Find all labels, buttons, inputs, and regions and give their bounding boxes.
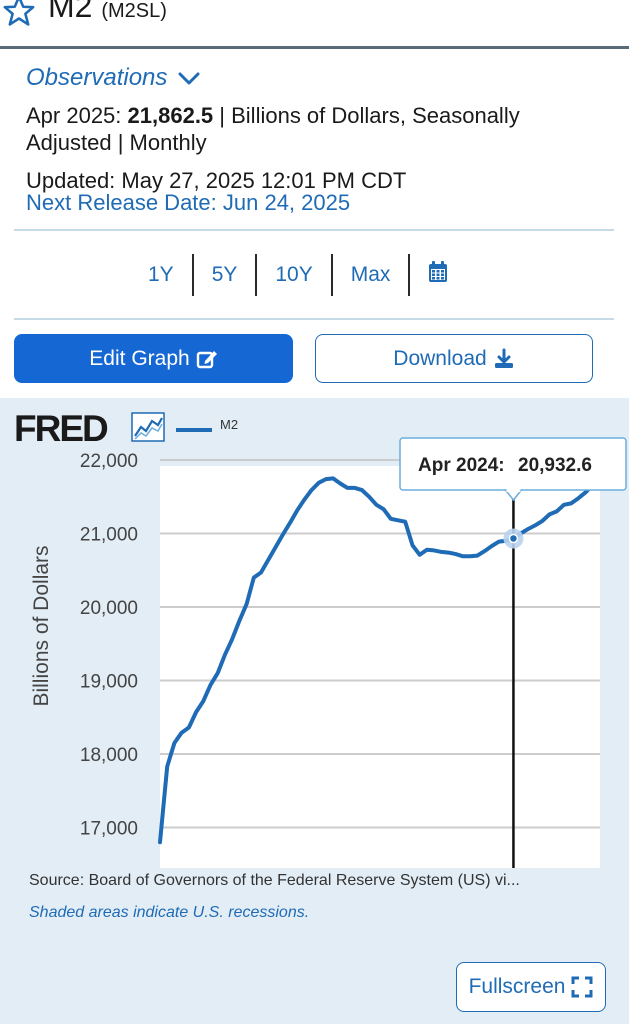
y-tick-label: 18,000 bbox=[80, 745, 138, 766]
divider bbox=[14, 229, 614, 231]
line-chart[interactable]: 22,000 21,000 20,000 19,000 18,000 17,000 Bill… bbox=[0, 398, 629, 878]
tooltip-label: Apr 2024: bbox=[418, 455, 505, 476]
observation-value: 21,862.5 bbox=[127, 103, 214, 128]
edit-graph-label: Edit Graph bbox=[89, 346, 190, 370]
y-axis-label: Billions of Dollars bbox=[30, 545, 53, 706]
range-1y-button[interactable]: 1Y bbox=[148, 263, 174, 286]
y-tick-label: 19,000 bbox=[80, 672, 138, 693]
next-release-link[interactable]: Next Release Date: Jun 24, 2025 bbox=[26, 190, 351, 215]
fred-logo: FRED bbox=[14, 408, 109, 449]
fullscreen-button[interactable]: Fullscreen bbox=[456, 962, 606, 1012]
tooltip-value: 20,932.6 bbox=[518, 455, 592, 476]
series-title: M2 (M2SL) bbox=[48, 0, 167, 25]
download-label: Download bbox=[393, 346, 487, 370]
title-bar: M2 (M2SL) bbox=[0, 0, 629, 49]
download-icon bbox=[494, 348, 513, 368]
legend-swatch bbox=[176, 428, 212, 432]
hover-point bbox=[508, 533, 519, 544]
fullscreen-icon bbox=[571, 976, 593, 998]
y-tick-label: 21,000 bbox=[80, 525, 138, 546]
chart-line-icon bbox=[131, 412, 165, 442]
divider bbox=[14, 318, 614, 320]
range-separator bbox=[191, 254, 194, 296]
series-id: (M2SL) bbox=[101, 0, 167, 22]
observations-toggle[interactable]: Observations bbox=[26, 64, 200, 92]
edit-icon bbox=[196, 350, 217, 368]
range-10y-button[interactable]: 10Y bbox=[275, 263, 313, 286]
fullscreen-label: Fullscreen bbox=[468, 975, 566, 998]
range-separator bbox=[330, 254, 333, 296]
edit-graph-button[interactable]: Edit Graph bbox=[14, 334, 293, 383]
y-tick-label: 22,000 bbox=[80, 451, 138, 472]
observation-summary: Apr 2025: 21,862.5 | Billions of Dollars… bbox=[26, 102, 586, 156]
star-icon[interactable] bbox=[2, 0, 36, 28]
updated-text: Updated: May 27, 2025 12:01 PM CDT bbox=[26, 168, 407, 193]
y-tick-label: 17,000 bbox=[80, 819, 138, 840]
range-selector: 1Y 5Y 10Y Max bbox=[130, 252, 466, 298]
range-5y-button[interactable]: 5Y bbox=[211, 263, 238, 286]
range-max-button[interactable]: Max bbox=[350, 263, 391, 286]
source-text: Source: Board of Governors of the Federa… bbox=[29, 872, 520, 889]
series-line-m2 bbox=[158, 468, 602, 845]
calendar-button[interactable] bbox=[410, 261, 466, 289]
legend-label: M2 bbox=[220, 417, 239, 432]
series-name: M2 bbox=[48, 0, 93, 24]
observation-date: Apr 2025: bbox=[26, 103, 122, 128]
chevron-down-icon bbox=[178, 72, 200, 85]
y-tick-label: 20,000 bbox=[80, 598, 138, 619]
observations-label: Observations bbox=[26, 64, 168, 91]
download-button[interactable]: Download bbox=[315, 334, 593, 383]
tooltip-pointer-mask bbox=[506, 488, 521, 492]
range-separator bbox=[255, 254, 258, 296]
observation-units: | Billions of Dollars, Seasonally Adjust… bbox=[26, 103, 520, 155]
calendar-icon bbox=[429, 261, 448, 282]
recession-note: Shaded areas indicate U.S. recessions. bbox=[29, 904, 310, 921]
range-separator bbox=[408, 254, 411, 296]
